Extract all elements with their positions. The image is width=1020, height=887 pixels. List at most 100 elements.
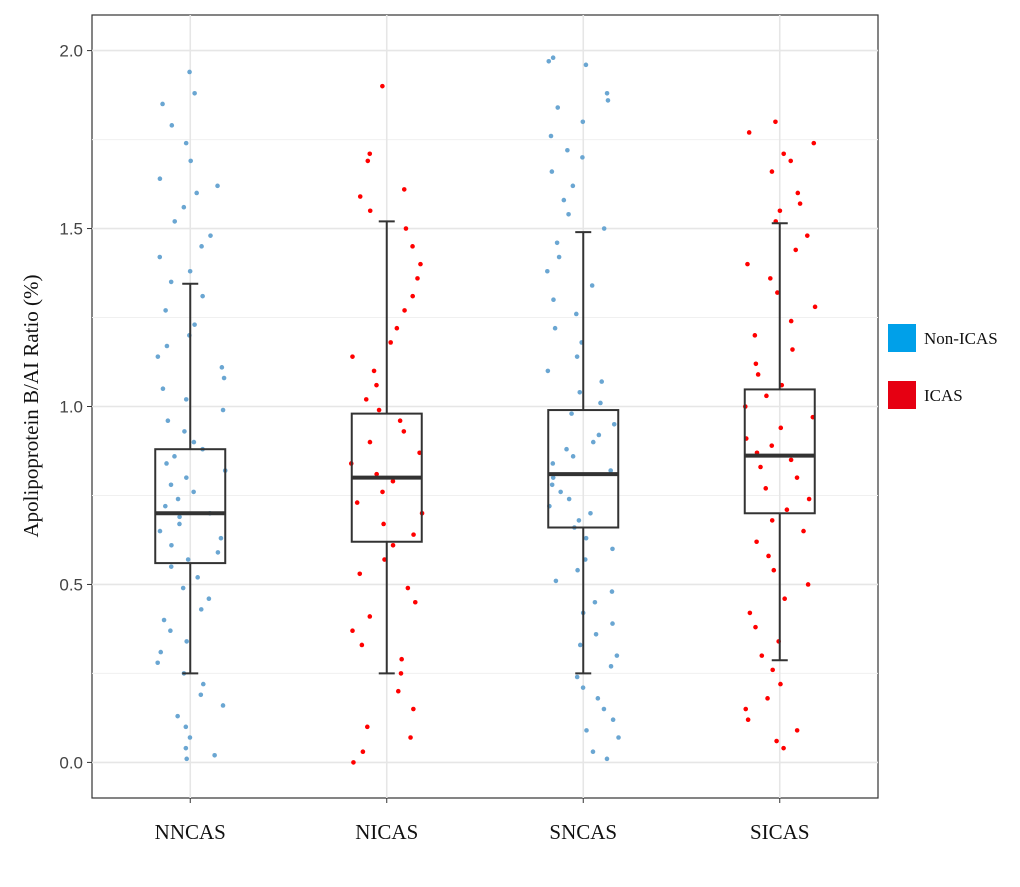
- data-point: [782, 596, 787, 601]
- data-point: [577, 642, 583, 648]
- data-point: [354, 500, 360, 505]
- data-point: [601, 226, 607, 231]
- data-point: [164, 461, 169, 466]
- data-point: [593, 631, 599, 637]
- data-point: [168, 482, 174, 488]
- data-point: [570, 183, 576, 189]
- data-point: [172, 219, 178, 224]
- data-point: [548, 133, 554, 139]
- data-point: [168, 628, 173, 634]
- legend-label-icas: ICAS: [924, 386, 963, 405]
- data-point: [608, 664, 614, 669]
- data-point: [758, 464, 763, 470]
- data-point: [788, 158, 794, 164]
- data-point: [381, 521, 386, 527]
- data-point: [556, 254, 562, 260]
- data-point: [745, 261, 750, 267]
- data-point: [553, 578, 559, 584]
- data-point: [399, 656, 404, 662]
- data-point: [610, 621, 615, 626]
- y-axis-label: Apolipoprotein B/AI Ratio (%): [19, 274, 43, 537]
- data-point: [766, 553, 771, 559]
- y-axis: 0.0 0.5 1.0 1.5 2.0: [59, 42, 92, 772]
- data-point: [200, 681, 206, 687]
- data-point: [566, 212, 571, 217]
- data-point: [194, 190, 199, 196]
- data-point: [611, 421, 617, 427]
- data-point: [394, 325, 400, 331]
- data-point: [794, 728, 800, 733]
- data-point: [577, 389, 583, 395]
- data-point: [415, 276, 420, 281]
- legend-key-non-icas: [888, 324, 916, 352]
- data-point: [200, 293, 205, 299]
- data-point: [778, 425, 784, 431]
- data-point: [350, 628, 355, 634]
- data-point: [157, 528, 163, 534]
- data-point: [564, 446, 569, 452]
- data-point: [552, 325, 558, 331]
- data-point: [155, 660, 160, 666]
- data-point: [545, 368, 551, 374]
- data-point: [599, 379, 605, 384]
- data-point: [561, 197, 567, 203]
- data-point: [546, 58, 552, 64]
- data-point: [382, 557, 387, 562]
- data-point: [175, 496, 181, 502]
- data-point: [773, 119, 778, 125]
- data-point: [747, 610, 753, 616]
- x-axis: NNCAS NICAS SNCAS SICAS: [155, 798, 810, 844]
- data-point: [788, 457, 794, 463]
- x-tick-label: SICAS: [750, 820, 810, 844]
- data-point: [160, 386, 166, 392]
- data-point: [752, 333, 758, 338]
- data-point: [764, 393, 769, 399]
- data-point: [778, 681, 783, 687]
- data-point: [367, 614, 373, 619]
- data-point: [811, 140, 817, 146]
- data-point: [351, 760, 356, 765]
- data-point: [215, 183, 220, 189]
- data-point: [555, 105, 561, 110]
- data-point: [565, 147, 570, 153]
- data-point: [583, 62, 589, 68]
- data-point: [180, 585, 186, 591]
- data-point: [576, 518, 582, 523]
- data-point: [367, 151, 373, 157]
- data-point: [390, 543, 396, 548]
- data-point: [793, 247, 799, 253]
- data-point: [570, 454, 576, 459]
- data-point: [367, 208, 373, 214]
- data-point: [574, 354, 580, 359]
- data-point: [604, 756, 610, 762]
- data-point: [367, 439, 373, 445]
- data-point: [411, 706, 416, 712]
- data-point: [743, 706, 749, 712]
- data-point: [220, 407, 226, 413]
- data-point: [401, 429, 407, 434]
- data-point: [185, 557, 191, 562]
- data-point: [569, 411, 574, 416]
- data-point: [397, 418, 403, 424]
- data-point: [604, 91, 610, 96]
- data-point: [191, 489, 196, 495]
- data-point: [788, 318, 794, 324]
- data-point: [554, 240, 560, 246]
- data-point: [187, 268, 193, 274]
- data-point: [418, 261, 423, 267]
- data-point: [812, 304, 818, 310]
- data-point: [374, 471, 379, 477]
- data-point: [754, 539, 759, 545]
- jitter-points: [155, 55, 818, 765]
- y-tick-label: 2.0: [59, 42, 83, 61]
- data-point: [580, 155, 585, 160]
- data-point: [588, 510, 593, 516]
- data-point: [160, 101, 165, 107]
- data-point: [388, 340, 393, 345]
- data-point: [219, 365, 225, 370]
- data-point: [575, 567, 580, 573]
- data-point: [777, 208, 783, 214]
- data-point: [580, 685, 586, 690]
